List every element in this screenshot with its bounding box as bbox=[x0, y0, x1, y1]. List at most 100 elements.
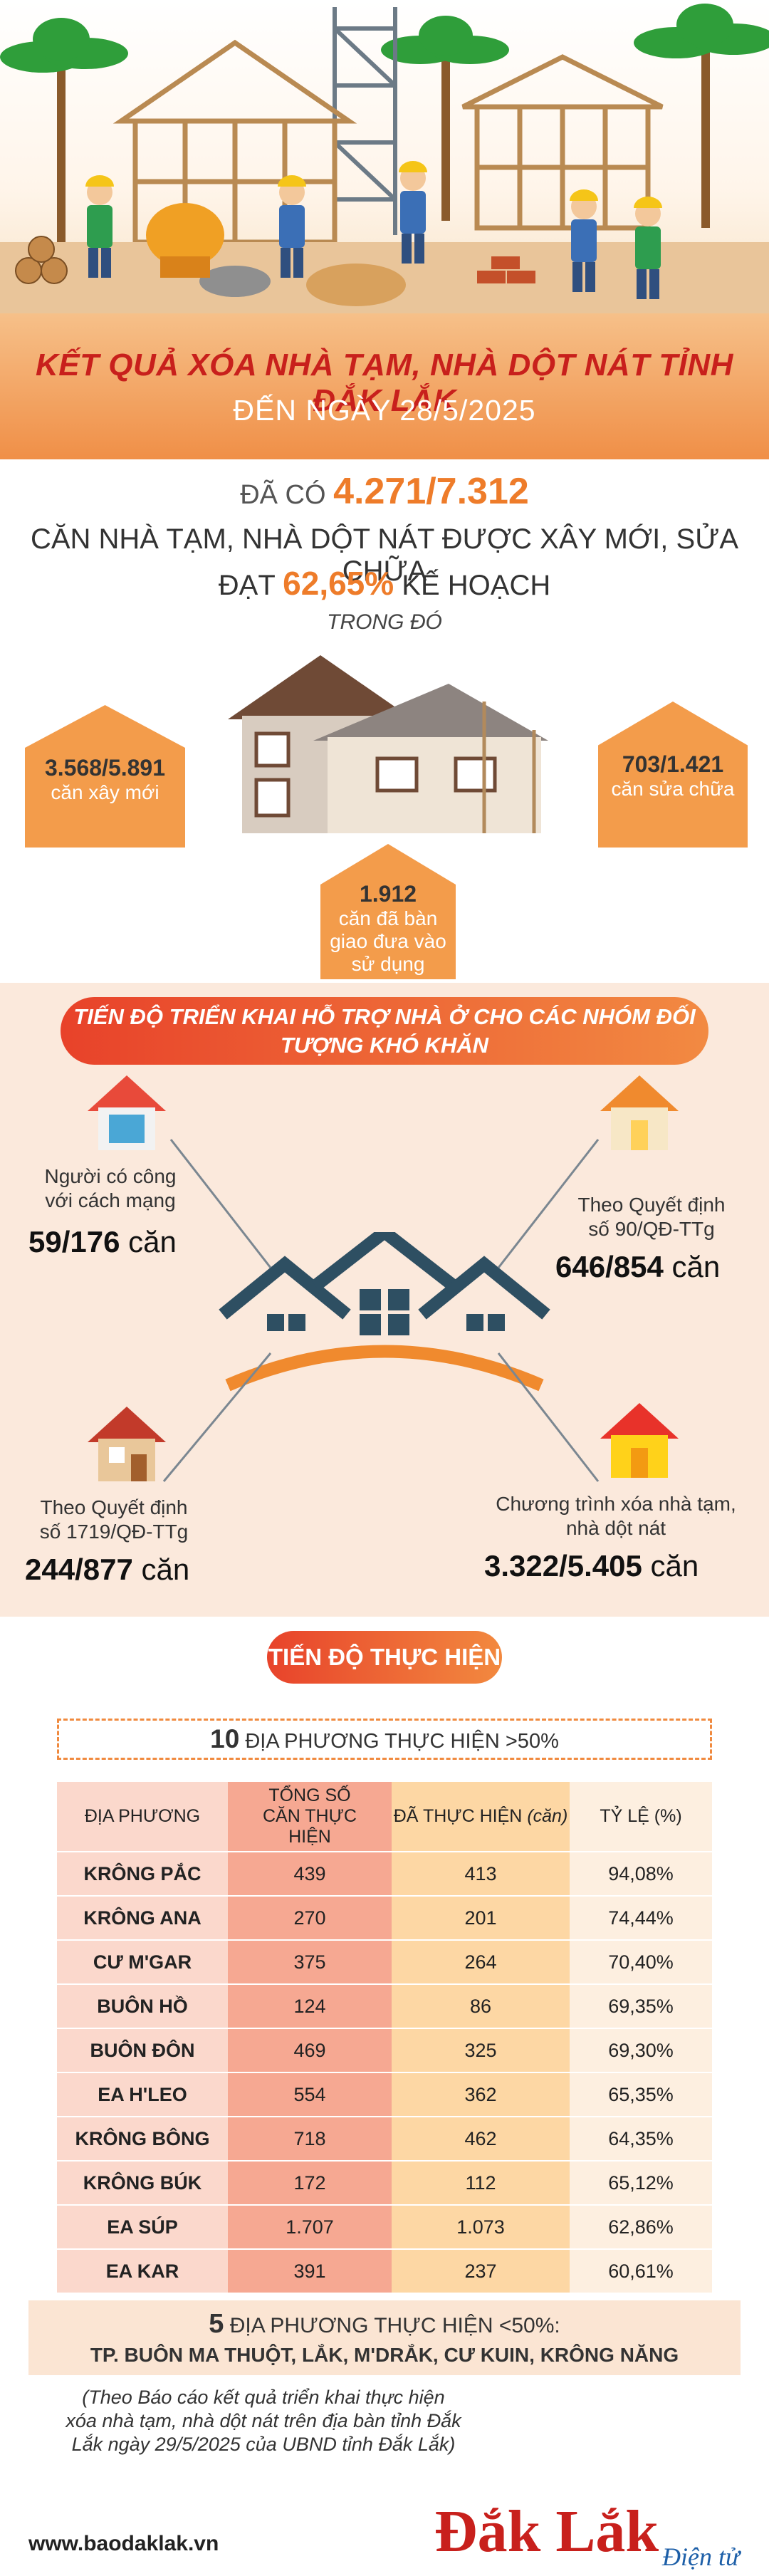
website-link[interactable]: www.baodaklak.vn bbox=[28, 2532, 219, 2555]
table-row: KRÔNG ANA 270 201 74,44% bbox=[57, 1896, 712, 1941]
done-count: 201 bbox=[392, 1896, 570, 1941]
date-subtitle: ĐẾN NGÀY 28/5/2025 bbox=[233, 394, 536, 427]
ratio-value: 69,30% bbox=[570, 2028, 712, 2073]
handover-count: 1.912 bbox=[359, 881, 417, 907]
ratio-value: 94,08% bbox=[570, 1852, 712, 1897]
district-name: KRÔNG BÔNG bbox=[57, 2117, 228, 2162]
house-illustration bbox=[228, 655, 548, 833]
done-count: 264 bbox=[392, 1940, 570, 1985]
group-2-label: Theo Quyết định số 90/QĐ-TTg bbox=[577, 1194, 726, 1240]
table-row: CƯ M'GAR 375 264 70,40% bbox=[57, 1940, 712, 1985]
table-row: BUÔN HỒ 124 86 69,35% bbox=[57, 1984, 712, 2029]
footer: www.baodaklak.vn Đắk Lắk Điện tử bbox=[0, 2489, 769, 2576]
district-name: BUÔN HỒ bbox=[57, 1984, 228, 2029]
of-which-label: TRONG ĐÓ bbox=[327, 610, 442, 634]
done-count: 362 bbox=[392, 2072, 570, 2117]
district-name: EA H'LEO bbox=[57, 2072, 228, 2117]
header-total: TỔNG SỐ CĂN THỰC HIỆN bbox=[228, 1782, 392, 1852]
district-name: EA KAR bbox=[57, 2249, 228, 2294]
groups-banner: TIẾN ĐỘ TRIỂN KHAI HỖ TRỢ NHÀ Ở CHO CÁC … bbox=[61, 997, 708, 1065]
group-3-value: 244/877 căn bbox=[25, 1553, 190, 1586]
summary-description: CĂN NHÀ TẠM, NHÀ DỘT NÁT ĐƯỢC XÂY MỚI, S… bbox=[30, 523, 739, 587]
group-1-label: Người có công với cách mạng bbox=[44, 1165, 177, 1211]
summary-total-line: ĐÃ CÓ 4.271/7.312 bbox=[0, 470, 769, 513]
done-count: 237 bbox=[392, 2249, 570, 2294]
handover-card: 1.912 căn đã bàn giao đưa vào sử dụng bbox=[320, 844, 456, 979]
target-groups-section: TIẾN ĐỘ TRIỂN KHAI HỖ TRỢ NHÀ Ở CHO CÁC … bbox=[0, 983, 769, 1617]
above-50-count: 10 bbox=[210, 1724, 240, 1753]
total-count: 439 bbox=[228, 1852, 392, 1897]
done-count: 112 bbox=[392, 2161, 570, 2206]
ratio-value: 65,35% bbox=[570, 2072, 712, 2117]
ratio-value: 74,44% bbox=[570, 1896, 712, 1941]
progress-pill: TIẾN ĐỘ THỰC HIỆN bbox=[267, 1631, 502, 1684]
below-50-box: 5 ĐỊA PHƯƠNG THỰC HIỆN <50%: TP. BUÔN MA… bbox=[28, 2300, 741, 2375]
summary-reach-line: ĐẠT 62,65% KẾ HOẠCH bbox=[0, 564, 769, 603]
ratio-value: 65,12% bbox=[570, 2161, 712, 2206]
done-count: 413 bbox=[392, 1852, 570, 1897]
total-count: 554 bbox=[228, 2072, 392, 2117]
repair-card: 703/1.421 căn sửa chữa bbox=[598, 702, 748, 848]
below-50-heading: 5 ĐỊA PHƯƠNG THỰC HIỆN <50%: bbox=[209, 2309, 560, 2339]
table-body: KRÔNG PẮC 439 413 94,08% KRÔNG ANA 270 201 74,4… bbox=[57, 1852, 712, 2294]
ratio-value: 64,35% bbox=[570, 2117, 712, 2162]
table-row: EA H'LEO 554 362 65,35% bbox=[57, 2072, 712, 2117]
group-1-value: 59/176 căn bbox=[28, 1225, 177, 1258]
houses-roof-icon bbox=[219, 1232, 550, 1392]
header-ratio: TỶ LỆ (%) bbox=[570, 1782, 712, 1852]
ratio-value: 62,86% bbox=[570, 2205, 712, 2250]
repair-label: căn sửa chữa bbox=[611, 778, 735, 800]
table-row: EA SÚP 1.707 1.073 62,86% bbox=[57, 2205, 712, 2250]
title-band: KẾT QUẢ XÓA NHÀ TẠM, NHÀ DỘT NÁT TỈNH ĐẮ… bbox=[0, 313, 769, 459]
table-row: KRÔNG PẮC 439 413 94,08% bbox=[57, 1852, 712, 1897]
daklak-logo: Đắk Lắk Điện tử bbox=[434, 2498, 741, 2571]
district-name: KRÔNG BÚK bbox=[57, 2161, 228, 2206]
table-row: BUÔN ĐÔN 469 325 69,30% bbox=[57, 2028, 712, 2073]
total-count: 391 bbox=[228, 2249, 392, 2294]
logo-main-text: Đắk Lắk bbox=[434, 2498, 659, 2565]
above-50-heading: 10 ĐỊA PHƯƠNG THỰC HIỆN >50% bbox=[57, 1719, 712, 1760]
total-count: 124 bbox=[228, 1984, 392, 2029]
summary-total: 4.271/7.312 bbox=[333, 471, 529, 512]
table-row: KRÔNG BÔNG 718 462 64,35% bbox=[57, 2117, 712, 2162]
table-row: EA KAR 391 237 60,61% bbox=[57, 2249, 712, 2294]
logo-sub-text: Điện tử bbox=[661, 2543, 741, 2571]
below-50-list: TP. BUÔN MA THUỘT, LẮK, M'DRẮK, CƯ KUIN,… bbox=[90, 2344, 679, 2366]
reach-prefix: ĐẠT bbox=[218, 570, 276, 601]
total-count: 718 bbox=[228, 2117, 392, 2162]
group-4-label: Chương trình xóa nhà tạm, nhà dột nát bbox=[496, 1493, 736, 1539]
table-row: KRÔNG BÚK 172 112 65,12% bbox=[57, 2161, 712, 2206]
header-done: ĐÃ THỰC HIỆN (căn) bbox=[392, 1782, 570, 1852]
done-count: 1.073 bbox=[392, 2205, 570, 2250]
handover-label: căn đã bàn giao đưa vào sử dụng bbox=[330, 907, 446, 975]
total-count: 469 bbox=[228, 2028, 392, 2073]
group-3-label: Theo Quyết định số 1719/QĐ-TTg bbox=[39, 1496, 189, 1543]
district-name: BUÔN ĐÔN bbox=[57, 2028, 228, 2073]
done-count: 86 bbox=[392, 1984, 570, 2029]
ratio-value: 60,61% bbox=[570, 2249, 712, 2294]
done-count: 325 bbox=[392, 2028, 570, 2073]
house-brown-roof-icon bbox=[88, 1407, 166, 1481]
district-name: KRÔNG ANA bbox=[57, 1896, 228, 1941]
progress-section: TIẾN ĐỘ THỰC HIỆN 10 ĐỊA PHƯƠNG THỰC HIỆ… bbox=[0, 1617, 769, 2576]
house-yellow-icon bbox=[600, 1403, 679, 1478]
district-name: KRÔNG PẮC bbox=[57, 1852, 228, 1897]
house-red-roof-icon bbox=[88, 1075, 166, 1150]
table-header-row: ĐỊA PHƯƠNG TỔNG SỐ CĂN THỰC HIỆN ĐÃ THỰC… bbox=[57, 1782, 712, 1852]
main-title: KẾT QUẢ XÓA NHÀ TẠM, NHÀ DỘT NÁT TỈNH ĐẮ… bbox=[36, 348, 733, 418]
district-name: CƯ M'GAR bbox=[57, 1940, 228, 1985]
district-table: ĐỊA PHƯƠNG TỔNG SỐ CĂN THỰC HIỆN ĐÃ THỰC… bbox=[57, 1782, 712, 2294]
ratio-value: 69,35% bbox=[570, 1984, 712, 2029]
summary-percent: 62,65% bbox=[283, 565, 394, 602]
new-build-count: 3.568/5.891 bbox=[44, 755, 166, 781]
above-50-label: ĐỊA PHƯƠNG THỰC HIỆN >50% bbox=[245, 1730, 559, 1753]
connector-lines bbox=[162, 1139, 600, 1482]
repair-count: 703/1.421 bbox=[622, 751, 724, 777]
total-count: 270 bbox=[228, 1896, 392, 1941]
done-count: 462 bbox=[392, 2117, 570, 2162]
hero-illustration bbox=[0, 0, 769, 313]
district-name: EA SÚP bbox=[57, 2205, 228, 2250]
header-district: ĐỊA PHƯƠNG bbox=[57, 1782, 228, 1852]
group-4-value: 3.322/5.405 căn bbox=[484, 1549, 699, 1582]
group-2-value: 646/854 căn bbox=[555, 1250, 721, 1283]
